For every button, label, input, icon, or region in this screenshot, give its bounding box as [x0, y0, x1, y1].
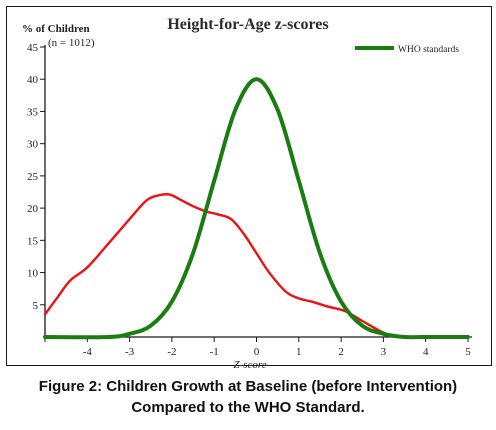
legend-label: WHO standards [398, 45, 459, 55]
x-tick-label: -3 [125, 346, 135, 358]
x-tick-label: -1 [210, 346, 219, 358]
x-tick-label: 2 [338, 346, 344, 358]
y-tick-label: 20 [27, 203, 39, 215]
y-tick-label: 15 [27, 235, 39, 247]
baseline-children-line [43, 193, 406, 339]
sample-size-note: (n = 1012) [48, 37, 95, 49]
y-axis-label: % of Children [22, 23, 90, 35]
x-axis-label: Z-score [233, 359, 266, 370]
chart-title: Height-for-Age z-scores [167, 16, 328, 33]
y-tick-label: 45 [27, 42, 39, 54]
x-tick-label: 1 [296, 346, 302, 358]
figure-caption: Figure 2: Children Growth at Baseline (b… [0, 376, 496, 418]
y-tick-label: 25 [27, 171, 39, 183]
x-tick-label: 3 [381, 346, 387, 358]
x-tick-label: -2 [167, 346, 176, 358]
x-tick-label: 0 [254, 346, 260, 358]
caption-line-1: Figure 2: Children Growth at Baseline (b… [38, 378, 458, 395]
y-tick-label: 30 [27, 139, 39, 151]
caption-line-2: Compared to the WHO Standard. [131, 399, 365, 416]
y-tick-label: 35 [27, 106, 39, 118]
x-tick-label: 4 [423, 346, 429, 358]
y-tick-label: 5 [33, 300, 39, 312]
x-tick-label: -4 [83, 346, 93, 358]
y-tick-label: 10 [27, 268, 39, 280]
x-tick-label: 5 [465, 346, 471, 358]
chart-frame [6, 6, 492, 366]
who-standards-line [43, 77, 470, 340]
y-tick-label: 40 [27, 74, 39, 86]
